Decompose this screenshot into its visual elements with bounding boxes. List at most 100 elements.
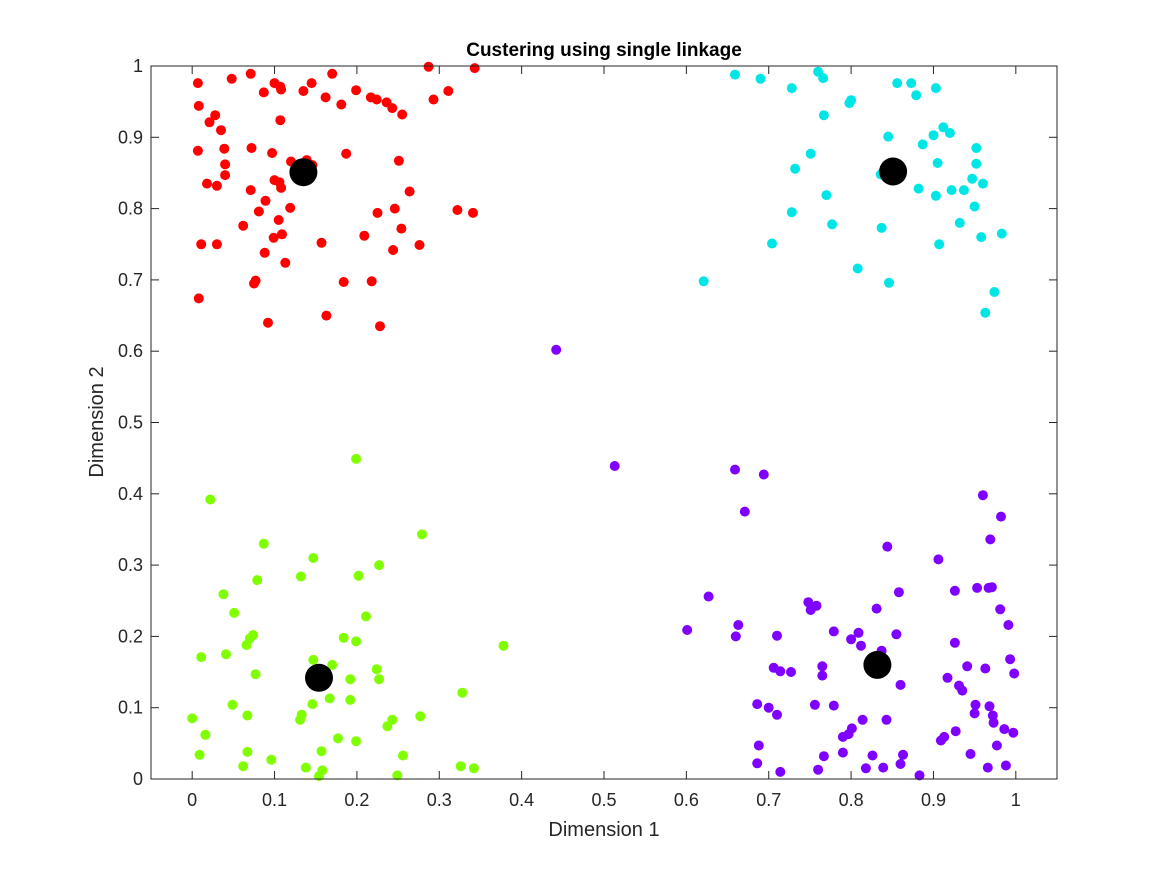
data-point-cluster-4 [730,464,740,475]
data-point-cluster-4 [1000,760,1011,771]
data-point-cluster-1 [260,195,271,206]
data-point-cluster-2 [932,158,943,168]
data-point-cluster-3 [345,674,356,685]
data-point-cluster-1 [204,117,215,128]
data-point-cluster-2 [996,228,1007,239]
data-point-cluster-4 [999,724,1010,735]
data-point-cluster-4 [809,699,820,710]
data-point-cluster-3 [227,699,238,710]
data-point-cluster-1 [443,86,454,96]
data-point-cluster-4 [933,554,944,565]
data-point-cluster-2 [906,78,917,89]
centroid-marker [289,158,318,187]
data-point-cluster-1 [226,73,237,84]
data-point-cluster-4 [895,679,906,690]
data-point-cluster-4 [817,670,828,681]
data-point-cluster-1 [469,63,480,74]
data-point-cluster-3 [398,750,408,761]
data-point-cluster-3 [382,721,393,732]
data-point-cluster-3 [242,710,253,721]
data-point-cluster-4 [949,585,960,596]
data-point-cluster-3 [308,553,319,563]
y-tick-label: 0 [133,769,143,789]
data-point-cluster-4 [828,626,839,637]
data-point-cluster-1 [306,78,317,89]
data-point-cluster-3 [338,632,349,643]
data-point-cluster-3 [194,749,205,760]
data-point-cluster-4 [878,762,889,773]
data-point-cluster-2 [821,190,832,201]
data-point-cluster-4 [950,726,961,737]
data-point-cluster-3 [351,453,362,464]
y-tick-label: 0.4 [118,484,143,504]
data-point-cluster-4 [991,740,1002,751]
y-tick-label: 0.6 [118,341,143,361]
data-point-cluster-1 [359,230,370,241]
x-tick-label: 0 [187,790,197,810]
data-point-cluster-3 [374,560,385,571]
data-point-cluster-1 [321,310,332,321]
data-point-cluster-2 [969,201,980,212]
data-point-cluster-3 [221,649,231,660]
plot-area [151,66,1057,779]
centroid-marker [863,650,892,679]
chart-title: Custering using single linkage [466,40,742,61]
data-point-cluster-1 [341,148,352,159]
data-point-cluster-3 [345,694,356,705]
data-point-cluster-2 [852,263,863,274]
data-point-cluster-4 [982,762,993,773]
x-tick-label: 0.1 [262,790,287,810]
data-point-cluster-3 [300,762,311,773]
data-point-cluster-3 [196,652,207,663]
data-point-cluster-2 [883,131,894,142]
data-point-cluster-1 [268,232,279,243]
y-tick-label: 0.1 [118,698,143,718]
data-point-cluster-3 [371,664,382,675]
data-point-cluster-1 [267,148,278,158]
data-point-cluster-1 [389,203,400,214]
data-point-cluster-3 [229,607,240,618]
data-point-cluster-4 [996,511,1006,522]
data-point-cluster-4 [965,749,976,759]
data-point-cluster-3 [205,494,216,505]
data-point-cluster-4 [986,582,997,593]
data-point-cluster-4 [949,637,960,648]
data-point-cluster-2 [844,98,855,109]
data-point-cluster-3 [353,570,364,581]
centroids-layer [289,157,908,692]
data-point-cluster-2 [790,163,801,174]
x-axis: 0 0.1 0.2 0.3 0.4 0.5 0.6 0.7 0.8 0.9 1 [187,66,1021,810]
data-point-cluster-4 [730,631,741,642]
data-point-cluster-1 [285,202,296,213]
y-tick-label: 0.5 [118,413,143,433]
data-point-cluster-4 [758,469,769,480]
data-point-cluster-4 [772,709,782,720]
data-point-cluster-1 [468,207,478,218]
data-point-cluster-2 [876,222,887,233]
data-point-cluster-3 [308,654,319,665]
data-point-cluster-4 [828,700,839,711]
data-point-cluster-1 [404,186,415,197]
data-point-cluster-2 [977,178,988,189]
data-point-cluster-3 [218,589,229,600]
data-point-cluster-3 [374,674,385,685]
data-point-cluster-3 [242,746,253,757]
data-point-cluster-1 [338,277,349,287]
data-point-cluster-4 [853,627,864,638]
data-point-cluster-4 [753,740,764,751]
data-point-cluster-4 [857,714,868,725]
data-point-cluster-4 [856,640,866,651]
data-point-cluster-2 [755,73,766,84]
data-point-cluster-3 [361,611,371,622]
data-point-cluster-1 [245,68,256,79]
data-point-cluster-1 [298,86,309,96]
data-point-cluster-2 [818,73,829,84]
data-point-cluster-4 [871,603,882,614]
data-point-cluster-3 [252,575,263,586]
data-point-cluster-4 [837,747,848,758]
data-point-cluster-2 [767,238,777,249]
data-point-cluster-1 [336,99,347,110]
x-tick-label: 0.9 [921,790,946,810]
data-point-cluster-2 [818,110,829,121]
data-point-cluster-3 [266,754,277,765]
